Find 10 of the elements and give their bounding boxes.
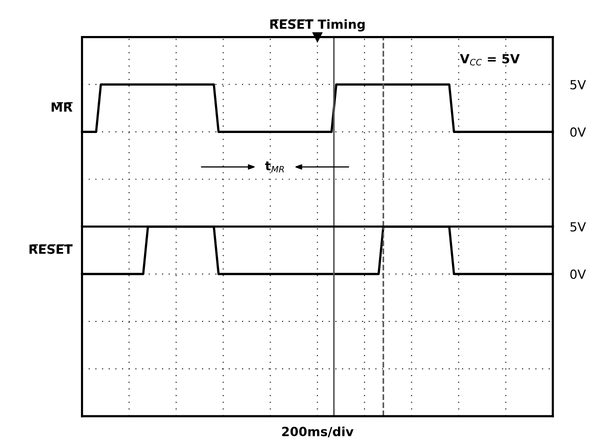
chart-title: R̅E̅S̅E̅T̅ Timing	[270, 19, 365, 32]
x-axis-title: 200ms/div	[282, 426, 354, 438]
y-tick-label: 0V	[570, 127, 586, 137]
series-label: R̅E̅S̅E̅T̅	[30, 244, 73, 254]
annotation: V$_{CC}$ = 5V	[460, 54, 520, 66]
series-label: M̅R̅	[52, 102, 73, 112]
y-tick-label: 5V	[570, 222, 586, 232]
y-tick-label: 0V	[570, 269, 586, 279]
y-tick-label: 5V	[570, 80, 586, 90]
annotation: t$_{MR}$	[265, 162, 284, 172]
